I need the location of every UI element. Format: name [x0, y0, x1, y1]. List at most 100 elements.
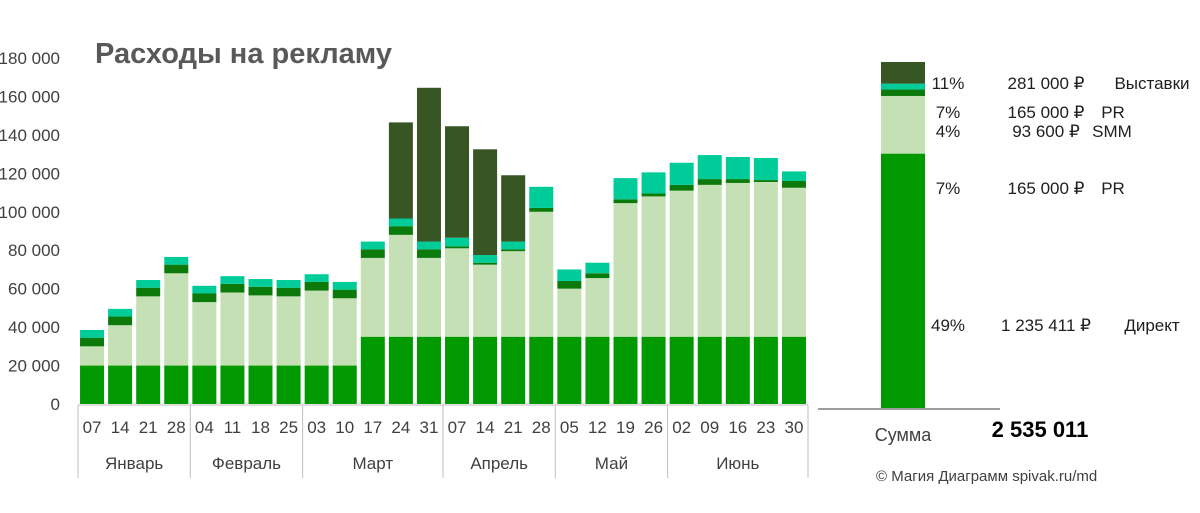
summary-segment-выставки	[881, 62, 925, 84]
bar-segment-директ	[669, 336, 694, 404]
y-tick-label: 0	[51, 395, 60, 414]
bar-segment-pr	[557, 288, 582, 337]
bar-segment-pr	[108, 325, 133, 366]
summary-label: Сумма	[875, 425, 933, 445]
bar-segment-выставки	[416, 87, 441, 242]
bars	[80, 87, 806, 404]
bar-segment-pr	[136, 296, 161, 366]
x-tick-label: 28	[167, 418, 186, 437]
bar-segment-pr	[613, 178, 638, 200]
bar-segment-pr	[332, 298, 357, 366]
y-tick-label: 100 000	[0, 203, 60, 222]
x-tick-label: 09	[700, 418, 719, 437]
x-tick-label: 17	[363, 418, 382, 437]
bar-segment-pr	[669, 162, 694, 185]
month-label: Март	[352, 454, 393, 473]
y-tick-label: 160 000	[0, 87, 60, 106]
x-tick-label: 07	[448, 418, 467, 437]
bar-segment-директ	[80, 365, 105, 404]
bar-segment-pr	[220, 276, 245, 284]
summary-bar: 49% 1 235 411 ₽ Директ 7% 165 000 ₽ PR 4% 93 60…	[818, 62, 1190, 445]
bar-segment-директ	[388, 336, 413, 404]
bar-segment-директ	[192, 365, 217, 404]
bar-segment-smm	[781, 181, 806, 188]
bar-segment-pr	[80, 329, 105, 338]
bar-segment-smm	[304, 281, 329, 291]
bar-segment-выставки	[501, 175, 526, 242]
bar-segment-директ	[332, 365, 357, 404]
x-tick-label: 02	[672, 418, 691, 437]
bar-segment-pr	[108, 308, 133, 317]
bar-segment-директ	[473, 336, 498, 404]
bar-segment-pr	[585, 278, 610, 337]
bar-segment-pr	[360, 257, 385, 337]
bar-segment-pr	[192, 302, 217, 366]
bar-segment-pr	[416, 241, 441, 250]
bar-segment-pr	[501, 251, 526, 337]
x-tick-label: 19	[616, 418, 635, 437]
y-tick-label: 60 000	[8, 280, 60, 299]
bar-segment-pr	[332, 281, 357, 290]
month-label: Январь	[105, 454, 163, 473]
summary-name-label: Директ	[1124, 316, 1180, 335]
bar-segment-pr	[445, 237, 470, 247]
summary-name-label: PR	[1101, 103, 1125, 122]
bar-segment-pr	[781, 171, 806, 182]
credit-text: © Магия Диаграмм spivak.ru/md	[876, 468, 1097, 485]
bar-segment-pr	[781, 187, 806, 337]
bar-segment-pr	[276, 296, 301, 366]
x-tick-label: 24	[391, 418, 410, 437]
bar-segment-директ	[725, 336, 750, 404]
bar-segment-smm	[585, 273, 610, 279]
x-tick-label: 12	[588, 418, 607, 437]
bar-segment-pr	[585, 262, 610, 274]
bar-segment-pr	[220, 292, 245, 366]
bar-segment-pr	[248, 279, 273, 287]
bar-segment-smm	[725, 179, 750, 183]
summary-amount-label: 165 000 ₽	[1008, 103, 1085, 122]
summary-percent-label: 11%	[932, 74, 965, 93]
bar-segment-директ	[360, 336, 385, 404]
bar-segment-smm	[641, 193, 666, 197]
chart-title: Расходы на рекламу	[95, 38, 392, 70]
x-tick-label: 25	[279, 418, 298, 437]
bar-segment-pr	[641, 172, 666, 194]
y-tick-label: 140 000	[0, 126, 60, 145]
x-tick-label: 03	[307, 418, 326, 437]
bar-segment-pr	[613, 203, 638, 337]
summary-total: 2 535 011	[992, 417, 1089, 442]
summary-segment-smm	[881, 89, 925, 96]
bar-segment-директ	[697, 336, 722, 404]
bar-segment-директ	[613, 336, 638, 404]
summary-percent-label: 49%	[931, 316, 965, 335]
bar-segment-pr	[80, 346, 105, 366]
bar-segment-pr	[360, 241, 385, 250]
x-tick-label: 04	[195, 418, 214, 437]
bar-segment-pr	[501, 241, 526, 250]
bar-segment-директ	[445, 336, 470, 404]
bar-segment-smm	[220, 283, 245, 293]
summary-name-label: PR	[1101, 179, 1125, 198]
bar-segment-pr	[276, 280, 301, 288]
bar-segment-smm	[164, 264, 189, 274]
x-tick-label: 18	[251, 418, 270, 437]
bar-segment-smm	[108, 316, 133, 326]
y-axis: 0 20 000 40 000 60 000 80 000 100 000 120 000 1…	[0, 49, 60, 414]
bar-segment-директ	[136, 365, 161, 404]
summary-name-label: Выставки	[1114, 74, 1189, 93]
bar-segment-директ	[501, 336, 526, 404]
bar-segment-pr	[164, 256, 189, 265]
bar-segment-pr	[248, 295, 273, 366]
bar-segment-pr	[697, 184, 722, 337]
bar-segment-pr	[725, 156, 750, 180]
summary-name-label: SMM	[1092, 122, 1132, 141]
x-tick-label: 05	[560, 418, 579, 437]
x-tick-label: 21	[504, 418, 523, 437]
bar-segment-smm	[697, 179, 722, 185]
summary-segment-директ	[881, 153, 925, 408]
bar-segment-smm	[445, 246, 470, 249]
bar-segment-smm	[753, 180, 778, 182]
bar-segment-выставки	[445, 126, 470, 238]
x-axis: 07 14 21 28 04 11 18 25 03 10 17 24 31 07 14 21 28 05 12 19…	[77, 404, 809, 478]
bar-segment-директ	[108, 365, 133, 404]
